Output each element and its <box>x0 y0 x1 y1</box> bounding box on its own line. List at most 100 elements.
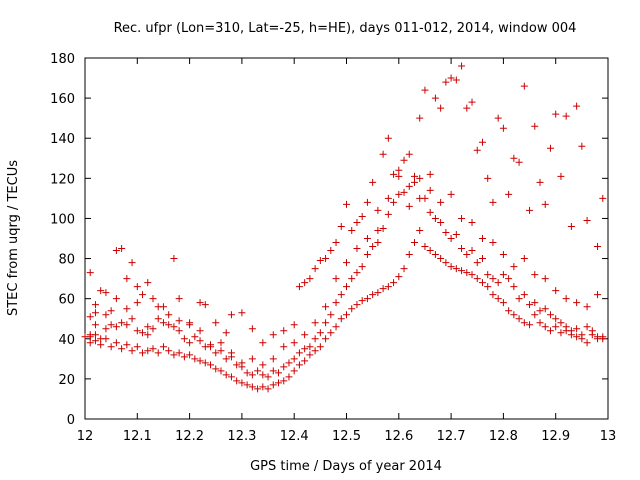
data-point <box>269 331 277 339</box>
data-point <box>186 339 194 347</box>
data-point <box>280 343 288 351</box>
x-tick-label: 12 <box>77 429 94 444</box>
data-point <box>212 349 220 357</box>
data-point <box>248 355 256 363</box>
data-point <box>165 321 173 329</box>
data-point <box>546 311 554 319</box>
data-point <box>363 251 371 259</box>
data-point <box>343 200 350 208</box>
data-point <box>86 339 94 347</box>
data-point <box>515 158 523 166</box>
data-point <box>102 335 110 343</box>
data-point <box>91 301 99 309</box>
data-point <box>149 295 157 303</box>
data-point <box>499 299 507 307</box>
data-point <box>499 271 507 279</box>
data-point <box>588 331 596 339</box>
data-point <box>327 311 335 319</box>
data-point <box>358 212 366 220</box>
data-point <box>405 202 413 210</box>
data-point <box>552 287 560 295</box>
data-point <box>102 311 110 319</box>
data-point <box>311 335 319 343</box>
data-point <box>489 291 497 299</box>
data-point <box>400 188 408 196</box>
data-point <box>447 263 455 271</box>
data-point <box>322 319 330 327</box>
data-point <box>567 331 575 339</box>
data-point <box>316 257 324 265</box>
y-tick-label: 80 <box>58 253 75 268</box>
data-point <box>327 247 335 255</box>
data-point <box>332 275 340 283</box>
data-point <box>332 299 340 307</box>
data-point <box>123 341 131 349</box>
data-point <box>254 367 262 375</box>
data-point <box>395 273 403 281</box>
data-point <box>144 323 152 331</box>
data-point <box>573 102 581 110</box>
data-point <box>196 357 204 365</box>
data-point <box>458 62 466 70</box>
data-point <box>379 150 387 158</box>
data-point <box>437 255 445 263</box>
plot-frame <box>84 57 609 420</box>
data-point <box>139 329 147 337</box>
data-point <box>458 245 466 253</box>
data-point <box>379 224 387 232</box>
data-point <box>97 341 105 349</box>
data-point <box>332 239 340 247</box>
data-point <box>541 200 549 208</box>
data-point <box>275 379 283 387</box>
data-point <box>358 263 366 271</box>
data-point <box>269 355 277 363</box>
data-point <box>295 283 303 291</box>
data-point <box>531 271 539 279</box>
data-point <box>180 335 188 343</box>
data-point <box>280 377 288 385</box>
data-point <box>154 349 162 357</box>
data-point <box>306 351 314 359</box>
data-point <box>290 355 298 363</box>
data-point <box>437 218 445 226</box>
data-point <box>170 323 178 331</box>
data-point <box>390 170 398 178</box>
data-point <box>395 172 403 180</box>
data-point <box>154 315 162 323</box>
data-point <box>353 269 361 277</box>
data-point <box>254 385 262 393</box>
data-point <box>327 329 335 337</box>
data-point <box>416 194 424 202</box>
data-point <box>374 289 382 297</box>
data-point <box>405 182 413 190</box>
data-point <box>552 110 560 118</box>
data-point <box>573 299 581 307</box>
y-tick-label: 20 <box>58 373 75 388</box>
data-point <box>599 333 607 341</box>
data-point <box>520 82 528 90</box>
x-tick-label: 12.1 <box>123 429 152 444</box>
data-point <box>505 307 513 315</box>
data-point <box>520 319 528 327</box>
data-point <box>369 291 377 299</box>
y-tick-label: 60 <box>58 293 75 308</box>
data-point <box>264 385 272 393</box>
data-point <box>452 265 460 273</box>
data-point <box>97 287 105 295</box>
data-point <box>227 349 235 357</box>
data-point <box>316 343 324 351</box>
data-point <box>280 327 288 335</box>
data-point <box>363 235 371 242</box>
data-point <box>573 325 581 333</box>
data-point <box>369 243 377 251</box>
data-point <box>196 327 204 335</box>
data-point <box>280 363 288 371</box>
data-point <box>227 373 235 381</box>
data-point <box>505 275 513 283</box>
data-point <box>348 226 356 234</box>
data-point <box>494 114 502 122</box>
data-point <box>416 114 424 122</box>
data-point <box>478 235 486 242</box>
data-point <box>243 369 251 377</box>
